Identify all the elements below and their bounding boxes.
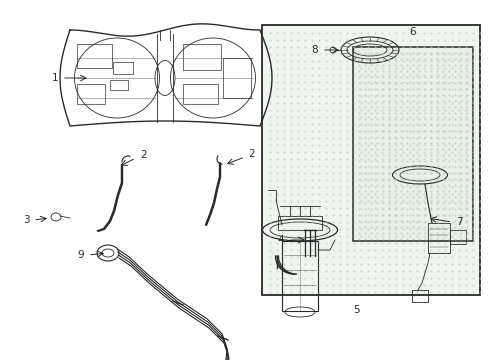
Text: 1: 1 (51, 73, 58, 83)
Bar (282, 241, 318, 311)
Bar (77, 44, 112, 68)
Bar (183, 44, 221, 70)
Text: 5: 5 (353, 305, 360, 315)
Bar (223, 58, 251, 98)
Text: 7: 7 (456, 217, 463, 227)
Bar (428, 223, 450, 253)
Bar (262, 25, 480, 295)
Bar (110, 80, 128, 90)
Text: 4: 4 (277, 235, 284, 245)
Bar (278, 216, 322, 230)
Bar (450, 230, 466, 244)
Bar (353, 47, 473, 241)
Bar (183, 84, 218, 104)
Bar (412, 290, 428, 302)
Text: 8: 8 (311, 45, 318, 55)
Bar (77, 84, 105, 104)
Text: 9: 9 (77, 250, 84, 260)
Text: 6: 6 (410, 27, 416, 37)
Bar (113, 62, 133, 74)
Text: 2: 2 (140, 150, 147, 160)
Text: 3: 3 (24, 215, 30, 225)
Text: 2: 2 (248, 149, 255, 159)
